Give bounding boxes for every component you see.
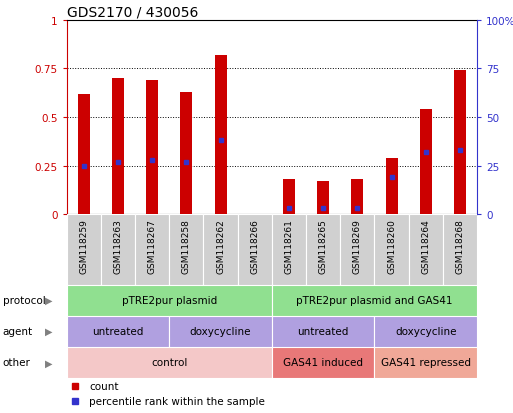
Bar bbox=[443, 215, 477, 285]
Text: GSM118268: GSM118268 bbox=[456, 218, 464, 273]
Text: pTRE2pur plasmid: pTRE2pur plasmid bbox=[122, 295, 217, 306]
Text: GDS2170 / 430056: GDS2170 / 430056 bbox=[67, 5, 198, 19]
Text: GSM118265: GSM118265 bbox=[319, 218, 328, 273]
Bar bbox=[283, 180, 295, 215]
Bar bbox=[67, 347, 272, 378]
Bar bbox=[272, 347, 374, 378]
Bar bbox=[181, 93, 192, 215]
Text: control: control bbox=[151, 357, 187, 368]
Text: GAS41 induced: GAS41 induced bbox=[283, 357, 363, 368]
Text: untreated: untreated bbox=[92, 326, 144, 337]
Bar bbox=[204, 215, 238, 285]
Text: doxycycline: doxycycline bbox=[395, 326, 457, 337]
Bar bbox=[67, 316, 169, 347]
Text: pTRE2pur plasmid and GAS41: pTRE2pur plasmid and GAS41 bbox=[296, 295, 453, 306]
Bar bbox=[238, 215, 272, 285]
Bar bbox=[135, 215, 169, 285]
Bar bbox=[317, 182, 329, 215]
Text: GSM118263: GSM118263 bbox=[113, 218, 123, 273]
Text: agent: agent bbox=[3, 326, 33, 337]
Text: protocol: protocol bbox=[3, 295, 45, 306]
Text: GSM118267: GSM118267 bbox=[148, 218, 156, 273]
Bar bbox=[272, 215, 306, 285]
Bar bbox=[386, 159, 398, 215]
Bar bbox=[340, 215, 374, 285]
Bar bbox=[272, 285, 477, 316]
Text: ▶: ▶ bbox=[45, 326, 52, 337]
Text: doxycycline: doxycycline bbox=[190, 326, 251, 337]
Text: GSM118264: GSM118264 bbox=[421, 218, 430, 273]
Text: untreated: untreated bbox=[298, 326, 349, 337]
Text: GSM118262: GSM118262 bbox=[216, 218, 225, 273]
Text: GSM118258: GSM118258 bbox=[182, 218, 191, 273]
Bar bbox=[67, 215, 101, 285]
Bar bbox=[374, 316, 477, 347]
Text: count: count bbox=[89, 381, 119, 391]
Text: GSM118259: GSM118259 bbox=[80, 218, 88, 273]
Text: ▶: ▶ bbox=[45, 357, 52, 368]
Bar bbox=[78, 95, 90, 215]
Bar bbox=[306, 215, 340, 285]
Text: GSM118266: GSM118266 bbox=[250, 218, 259, 273]
Bar bbox=[112, 79, 124, 215]
Bar bbox=[214, 56, 227, 215]
Bar bbox=[272, 316, 374, 347]
Text: percentile rank within the sample: percentile rank within the sample bbox=[89, 396, 265, 406]
Text: GSM118269: GSM118269 bbox=[353, 218, 362, 273]
Bar bbox=[169, 316, 272, 347]
Text: ▶: ▶ bbox=[45, 295, 52, 306]
Bar bbox=[454, 71, 466, 215]
Text: GSM118261: GSM118261 bbox=[285, 218, 293, 273]
Bar bbox=[351, 180, 363, 215]
Bar bbox=[409, 215, 443, 285]
Bar bbox=[67, 285, 272, 316]
Text: GAS41 repressed: GAS41 repressed bbox=[381, 357, 471, 368]
Bar bbox=[374, 215, 409, 285]
Bar bbox=[374, 347, 477, 378]
Text: GSM118260: GSM118260 bbox=[387, 218, 396, 273]
Bar bbox=[146, 81, 158, 215]
Bar bbox=[101, 215, 135, 285]
Bar bbox=[420, 110, 432, 215]
Text: other: other bbox=[3, 357, 30, 368]
Bar bbox=[169, 215, 204, 285]
